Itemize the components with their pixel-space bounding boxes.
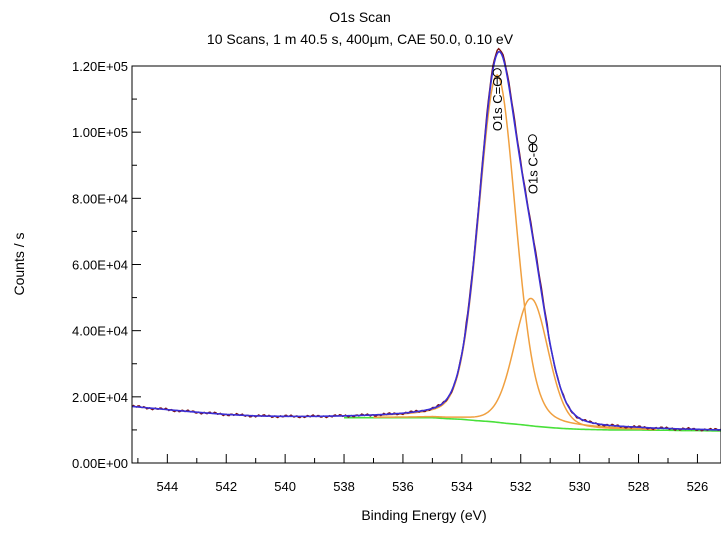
x-tick-label: 542 [215, 479, 237, 494]
x-tick-label: 532 [510, 479, 532, 494]
series-raw [131, 47, 721, 432]
x-tick-label: 526 [687, 479, 709, 494]
y-tick-label: 6.00E+04 [72, 258, 128, 273]
x-tick-label: 530 [569, 479, 591, 494]
peak-label-layer: O1s C=O O1s C-O [490, 68, 541, 194]
chart-subtitle: 10 Scans, 1 m 40.5 s, 400µm, CAE 50.0, 0… [207, 31, 514, 47]
x-axis: 544 542 540 538 536 534 532 530 528 526 [137, 454, 709, 494]
peak-label-2: O1s C-O [526, 143, 541, 194]
series-envelope [131, 50, 721, 431]
x-tick-label: 540 [274, 479, 296, 494]
y-tick-label: 8.00E+04 [72, 191, 128, 206]
x-tick-label: 534 [451, 479, 473, 494]
y-tick-label: 0.00E+00 [72, 456, 128, 471]
series-layer [131, 47, 721, 432]
y-tick-label: 4.00E+04 [72, 324, 128, 339]
x-tick-label: 538 [333, 479, 355, 494]
y-tick-label: 1.20E+05 [72, 59, 128, 74]
peak-label-1: O1s C=O [490, 77, 505, 132]
series-component-1 [373, 73, 657, 430]
x-tick-label: 544 [156, 479, 178, 494]
series-component-2 [373, 297, 657, 431]
x-tick-label: 528 [628, 479, 650, 494]
x-axis-label: Binding Energy (eV) [361, 507, 486, 523]
chart-title: O1s Scan [329, 9, 390, 25]
peak-marker-2 [528, 134, 538, 144]
y-tick-label: 2.00E+04 [72, 390, 128, 405]
y-tick-label: 1.00E+05 [72, 125, 128, 140]
y-axis-label: Counts / s [11, 232, 27, 295]
x-tick-label: 536 [392, 479, 414, 494]
plot-frame [131, 65, 721, 464]
y-axis: 0.00E+00 2.00E+04 4.00E+04 6.00E+04 8.00E+04… [72, 59, 141, 471]
